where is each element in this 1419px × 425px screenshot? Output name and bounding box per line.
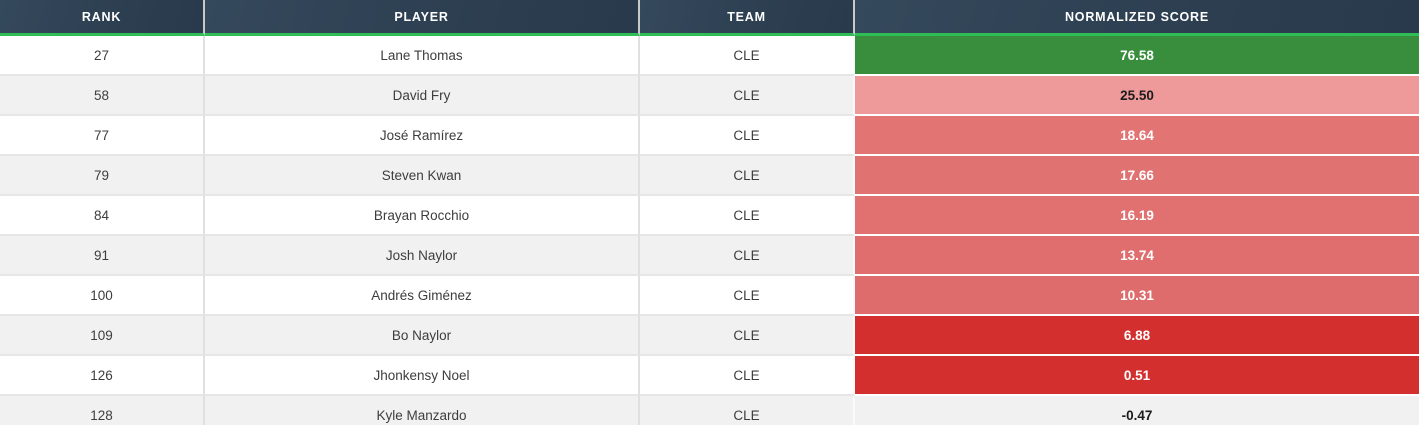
player-cell: Lane Thomas — [205, 36, 640, 76]
team-cell: CLE — [640, 156, 855, 196]
table-row[interactable]: 58 David Fry CLE 25.50 — [0, 76, 1419, 116]
team-cell: CLE — [640, 236, 855, 276]
player-cell: David Fry — [205, 76, 640, 116]
table-row[interactable]: 27 Lane Thomas CLE 76.58 — [0, 36, 1419, 76]
table-row[interactable]: 128 Kyle Manzardo CLE -0.47 — [0, 396, 1419, 425]
player-cell: Josh Naylor — [205, 236, 640, 276]
column-header-score[interactable]: NORMALIZED SCORE — [855, 0, 1419, 36]
team-cell: CLE — [640, 356, 855, 396]
player-cell: José Ramírez — [205, 116, 640, 156]
player-cell: Kyle Manzardo — [205, 396, 640, 425]
table-row[interactable]: 126 Jhonkensy Noel CLE 0.51 — [0, 356, 1419, 396]
team-cell: CLE — [640, 76, 855, 116]
table-row[interactable]: 77 José Ramírez CLE 18.64 — [0, 116, 1419, 156]
team-cell: CLE — [640, 276, 855, 316]
header-row: RANK PLAYER TEAM NORMALIZED SCORE — [0, 0, 1419, 36]
table-row[interactable]: 91 Josh Naylor CLE 13.74 — [0, 236, 1419, 276]
team-cell: CLE — [640, 36, 855, 76]
rank-cell: 58 — [0, 76, 205, 116]
player-cell: Jhonkensy Noel — [205, 356, 640, 396]
rank-cell: 128 — [0, 396, 205, 425]
score-cell: 17.66 — [855, 156, 1419, 196]
rank-cell: 126 — [0, 356, 205, 396]
rank-cell: 109 — [0, 316, 205, 356]
player-cell: Steven Kwan — [205, 156, 640, 196]
score-cell: 76.58 — [855, 36, 1419, 76]
score-cell: 6.88 — [855, 316, 1419, 356]
rank-cell: 27 — [0, 36, 205, 76]
rank-cell: 100 — [0, 276, 205, 316]
score-cell: 16.19 — [855, 196, 1419, 236]
column-header-team[interactable]: TEAM — [640, 0, 855, 36]
team-cell: CLE — [640, 196, 855, 236]
team-cell: CLE — [640, 316, 855, 356]
table-body: 27 Lane Thomas CLE 76.58 58 David Fry CL… — [0, 36, 1419, 425]
team-cell: CLE — [640, 396, 855, 425]
table-header: RANK PLAYER TEAM NORMALIZED SCORE — [0, 0, 1419, 36]
column-header-rank[interactable]: RANK — [0, 0, 205, 36]
rank-cell: 84 — [0, 196, 205, 236]
rank-cell: 77 — [0, 116, 205, 156]
score-cell: 13.74 — [855, 236, 1419, 276]
table-row[interactable]: 109 Bo Naylor CLE 6.88 — [0, 316, 1419, 356]
rank-cell: 79 — [0, 156, 205, 196]
score-cell: 0.51 — [855, 356, 1419, 396]
column-header-player[interactable]: PLAYER — [205, 0, 640, 36]
score-cell: 18.64 — [855, 116, 1419, 156]
rank-cell: 91 — [0, 236, 205, 276]
table-row[interactable]: 84 Brayan Rocchio CLE 16.19 — [0, 196, 1419, 236]
table-row[interactable]: 79 Steven Kwan CLE 17.66 — [0, 156, 1419, 196]
team-cell: CLE — [640, 116, 855, 156]
score-cell: 10.31 — [855, 276, 1419, 316]
player-cell: Andrés Giménez — [205, 276, 640, 316]
score-cell: -0.47 — [855, 396, 1419, 425]
player-cell: Brayan Rocchio — [205, 196, 640, 236]
score-cell: 25.50 — [855, 76, 1419, 116]
table-row[interactable]: 100 Andrés Giménez CLE 10.31 — [0, 276, 1419, 316]
player-cell: Bo Naylor — [205, 316, 640, 356]
